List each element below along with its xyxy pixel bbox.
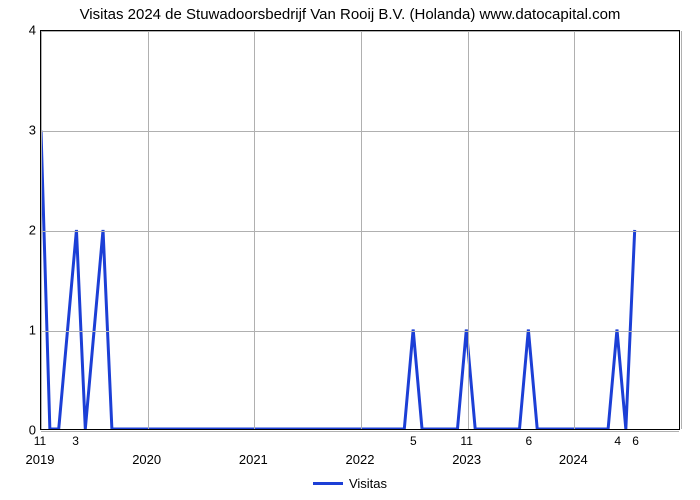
grid-h: [41, 131, 679, 132]
grid-v: [41, 31, 42, 429]
grid-v: [468, 31, 469, 429]
x-axis-major-label: 2023: [452, 452, 481, 467]
grid-v: [681, 31, 682, 429]
plot-area: [40, 30, 680, 430]
grid-v: [361, 31, 362, 429]
grid-h: [41, 431, 679, 432]
legend: Visitas: [0, 475, 700, 491]
x-axis-major-label: 2021: [239, 452, 268, 467]
y-axis-label: 0: [14, 423, 36, 438]
x-axis-minor-label: 11: [460, 434, 472, 448]
y-axis-label: 3: [14, 123, 36, 138]
chart-container: Visitas 2024 de Stuwadoorsbedrijf Van Ro…: [0, 0, 700, 500]
grid-h: [41, 31, 679, 32]
legend-swatch: [313, 482, 343, 485]
y-axis-label: 1: [14, 323, 36, 338]
x-axis-minor-label: 6: [526, 434, 533, 448]
grid-v: [574, 31, 575, 429]
x-axis-major-label: 2020: [132, 452, 161, 467]
x-axis-major-label: 2022: [346, 452, 375, 467]
y-axis-label: 4: [14, 23, 36, 38]
x-axis-minor-label: 3: [72, 434, 79, 448]
chart-title: Visitas 2024 de Stuwadoorsbedrijf Van Ro…: [0, 6, 700, 23]
legend-label: Visitas: [349, 476, 387, 491]
x-axis-major-label: 2019: [26, 452, 55, 467]
y-axis-label: 2: [14, 223, 36, 238]
grid-v: [148, 31, 149, 429]
x-axis-minor-label: 5: [410, 434, 417, 448]
grid-v: [254, 31, 255, 429]
x-axis-minor-label: 4: [614, 434, 621, 448]
line-series-svg: [41, 31, 679, 429]
x-axis-minor-label: 6: [632, 434, 639, 448]
x-axis-minor-label: 11: [34, 434, 46, 448]
grid-h: [41, 231, 679, 232]
grid-h: [41, 331, 679, 332]
line-series: [41, 131, 635, 430]
x-axis-major-label: 2024: [559, 452, 588, 467]
